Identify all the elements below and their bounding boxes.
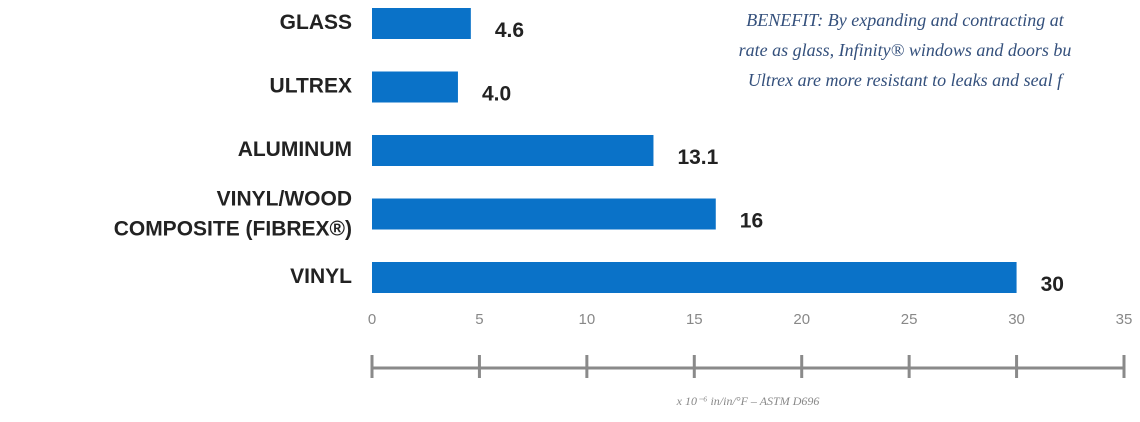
value-label: 4.6 bbox=[495, 19, 524, 42]
value-label: 16 bbox=[740, 210, 763, 233]
bar bbox=[372, 135, 654, 166]
x-tick-label: 0 bbox=[368, 311, 376, 328]
y-tick-label: COMPOSITE (FIBREX®) bbox=[114, 218, 352, 241]
x-tick-label: 25 bbox=[901, 311, 918, 328]
bar bbox=[372, 198, 716, 230]
bar bbox=[372, 8, 471, 39]
value-label: 13.1 bbox=[677, 146, 718, 169]
x-tick-label: 35 bbox=[1116, 311, 1133, 328]
annotation: BENEFIT: By expanding and contracting at bbox=[746, 10, 1064, 30]
y-tick-label: ULTREX bbox=[270, 75, 352, 98]
y-tick-label: GLASS bbox=[280, 11, 352, 34]
x-tick-label: 10 bbox=[579, 311, 596, 328]
value-label: 4.0 bbox=[482, 83, 511, 106]
x-tick-label: 5 bbox=[475, 311, 483, 328]
x-tick-label: 15 bbox=[686, 311, 703, 328]
y-tick-label: VINYL/WOOD bbox=[217, 188, 352, 211]
annotation: rate as glass, Infinity® windows and doo… bbox=[739, 40, 1072, 60]
y-tick-label: ALUMINUM bbox=[238, 138, 352, 161]
bar bbox=[372, 262, 1017, 293]
x-tick-label: 20 bbox=[793, 311, 810, 328]
value-label: 30 bbox=[1041, 273, 1064, 296]
bar bbox=[372, 71, 458, 103]
x-axis-label: x 10⁻⁶ in/in/°F – ASTM D696 bbox=[676, 394, 820, 408]
x-tick-label: 30 bbox=[1008, 311, 1025, 328]
annotation: Ultrex are more resistant to leaks and s… bbox=[748, 70, 1065, 90]
y-tick-label: VINYL bbox=[290, 265, 352, 288]
